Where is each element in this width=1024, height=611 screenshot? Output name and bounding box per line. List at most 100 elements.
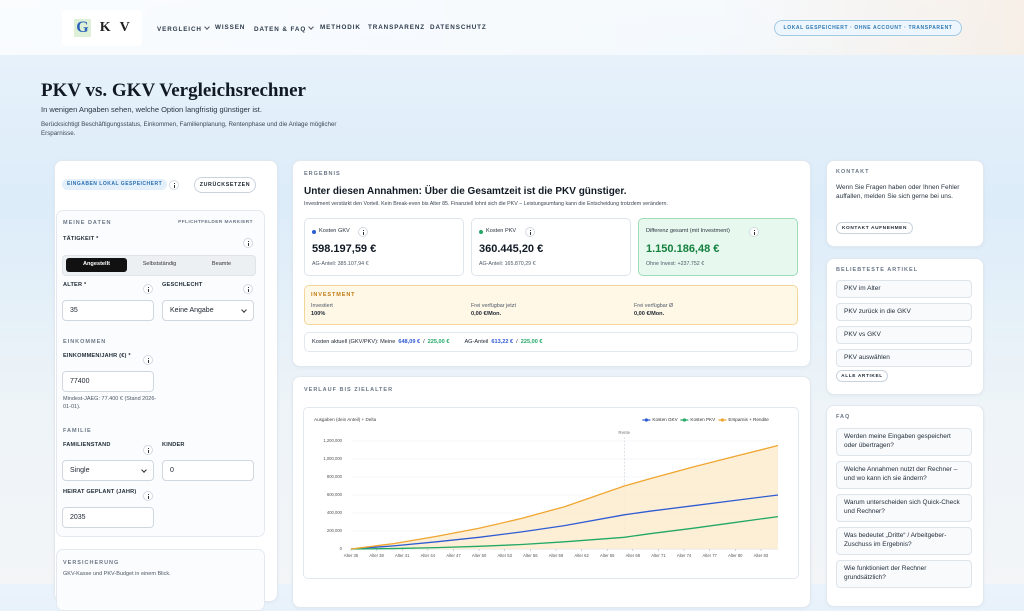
storage-badge: EINGABEN LOKAL GESPEICHERT — [62, 179, 168, 190]
x-tick-label: Alter 83 — [754, 553, 769, 558]
insurance-box — [56, 549, 265, 611]
x-tick-label: Alter 77 — [702, 553, 717, 558]
y-tick-label: 1,200,000 — [323, 438, 342, 443]
section-title: BELIEBTESTE ARTIKEL — [836, 267, 919, 273]
investment-label: Frei verfügbar Ø — [634, 303, 674, 309]
summary-card — [638, 218, 798, 276]
x-tick-label: Alter 38 — [369, 553, 384, 558]
article-link[interactable]: PKV vs GKV — [836, 326, 972, 344]
x-tick-label: Alter 71 — [651, 553, 666, 558]
age-input[interactable]: 35 — [62, 300, 154, 321]
x-tick-label: Alter 80 — [728, 553, 743, 558]
field-label: KINDER — [162, 442, 185, 448]
summary-card — [304, 218, 464, 276]
y-tick-label: 1,000,000 — [323, 456, 342, 461]
info-icon[interactable] — [243, 238, 253, 248]
section-text: GKV-Kasse und PKV-Budget in einem Blick. — [63, 571, 171, 577]
annotation-label: Rente — [618, 430, 630, 435]
segment[interactable]: Beamte — [211, 261, 232, 268]
investment-box — [304, 285, 798, 325]
y-tick-label: 0 — [340, 546, 343, 551]
page: G K V VERGLEICH WISSEN DATEN & FAQ METHO… — [0, 0, 1024, 584]
card-sub: Ohne Invest: +237.752 € — [646, 261, 705, 267]
series-dot — [312, 230, 316, 234]
y-tick-label: 400,000 — [327, 510, 343, 515]
field-label: HEIRAT GEPLANT (JAHR) — [63, 489, 137, 495]
article-link[interactable]: PKV im Alter — [836, 280, 972, 298]
faq-item[interactable]: Werden meine Eingaben gespeichert oder ü… — [836, 428, 972, 456]
nav-label: VERGLEICH — [157, 26, 202, 33]
articles-button[interactable]: ALLE ARTIKEL — [836, 370, 888, 382]
page-note: Berücksichtigt Beschäftigungsstatus, Ein… — [41, 121, 337, 137]
field-label: TÄTIGKEIT * — [63, 236, 99, 242]
info-icon[interactable] — [143, 284, 153, 294]
status-select[interactable]: Single — [62, 460, 154, 481]
cost-label: AG-Anteil — [464, 339, 489, 345]
line — [350, 494, 779, 550]
x-tick-label: Alter 44 — [421, 553, 436, 558]
nav-link[interactable]: DATENSCHUTZ — [430, 24, 487, 31]
page-title: PKV vs. GKV Vergleichsrechner — [41, 80, 306, 101]
nav-link[interactable]: TRANSPARENZ — [368, 24, 426, 31]
cost-gkv: 613,22 € — [491, 339, 514, 345]
cost-label: Kosten aktuell (GKV/PKV): Meine — [312, 339, 396, 345]
chart-title: VERLAUF BIS ZIELALTER — [304, 387, 394, 393]
marriage-input[interactable]: 2035 — [62, 507, 154, 528]
faq-item[interactable]: Warum unterscheiden sich Quick-Check und… — [836, 494, 972, 522]
gender-select[interactable]: Keine Angabe — [162, 300, 254, 321]
cost-pkv: 225,00 € — [520, 339, 543, 345]
x-tick-label: Alter 53 — [498, 553, 513, 558]
info-icon[interactable] — [143, 355, 153, 365]
info-icon[interactable] — [525, 227, 535, 237]
income-hint: Mindest-JAEG: 77.400 € (Stand 2026-01-01… — [63, 396, 157, 410]
income-input[interactable]: 77400 — [62, 371, 154, 392]
faq-item[interactable]: Wie funktioniert der Rechner grundsätzli… — [836, 560, 972, 588]
card-sub: AG-Anteil: 385.107,94 € — [312, 261, 369, 267]
info-icon[interactable] — [143, 445, 153, 455]
x-tick-label: Alter 65 — [600, 553, 615, 558]
logo-letter: K — [99, 20, 111, 35]
logo[interactable]: G K V — [62, 10, 142, 46]
field-label: FAMILIENSTAND — [63, 442, 111, 448]
x-tick-label: Alter 68 — [626, 553, 641, 558]
investment-label: Investiert — [311, 303, 333, 309]
segment-active[interactable]: Angestellt — [66, 258, 127, 272]
info-icon[interactable] — [358, 227, 368, 237]
header: G K V VERGLEICH WISSEN DATEN & FAQ METHO… — [0, 0, 1024, 55]
nav-link[interactable]: METHODIK — [320, 24, 361, 31]
section-title: FAQ — [836, 414, 851, 420]
faq-item[interactable]: Welche Annahmen nutzt der Rechner – und … — [836, 461, 972, 489]
field-label: EINKOMMEN/JAHR (€) * — [63, 353, 131, 359]
card-value: 598.197,59 € — [312, 243, 377, 255]
card-value: 1.150.186,48 € — [646, 243, 720, 255]
info-icon[interactable] — [143, 491, 153, 501]
y-tick-label: 600,000 — [327, 492, 343, 497]
x-tick-label: Alter 56 — [523, 553, 538, 558]
cost-gkv: 648,09 € — [398, 339, 421, 345]
children-input[interactable]: 0 — [162, 460, 254, 481]
nav-link[interactable]: DATEN & FAQ — [254, 24, 314, 33]
investment-value: 100% — [311, 311, 326, 317]
info-icon[interactable] — [243, 284, 253, 294]
y-tick-label: 800,000 — [327, 474, 343, 479]
info-icon[interactable] — [169, 180, 179, 190]
reset-button[interactable]: ZURÜCKSETZEN — [194, 177, 256, 193]
chevron — [308, 24, 314, 30]
legend-dot — [644, 418, 648, 422]
header-badge[interactable]: LOKAL GESPEICHERT · OHNE ACCOUNT · TRANS… — [774, 20, 962, 36]
contact-text: Wenn Sie Fragen haben oder Ihnen Fehler … — [836, 184, 960, 201]
card-value: 360.445,20 € — [479, 243, 544, 255]
section-title: FAMILIE — [63, 428, 92, 434]
nav-link[interactable]: VERGLEICH — [157, 24, 210, 33]
section-title: VERSICHERUNG — [63, 560, 120, 566]
nav-link[interactable]: WISSEN — [215, 24, 246, 31]
investment-value: 0,00 €/Mon. — [634, 311, 665, 317]
y-axis-label: Ausgaben (dein Anteil) + Delta — [314, 417, 377, 422]
article-link[interactable]: PKV zurück in die GKV — [836, 303, 972, 321]
faq-item[interactable]: Was bedeutet „Dritte“ / Arbeitgeber-Zusc… — [836, 527, 972, 555]
chart: Ausgaben (dein Anteil) + Delta 0 200,000 40… — [303, 407, 799, 579]
segment[interactable]: Selbstständig — [142, 261, 177, 268]
contact-button[interactable]: KONTAKT AUFNEHMEN — [836, 222, 913, 234]
article-link[interactable]: PKV auswählen — [836, 349, 972, 367]
info-icon[interactable] — [749, 227, 759, 237]
